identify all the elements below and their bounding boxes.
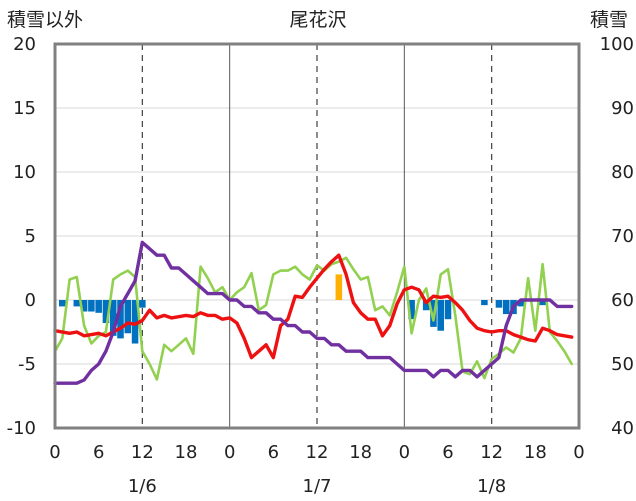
right-y-tick-label: 50	[611, 354, 634, 375]
left-y-tick-label: 15	[13, 98, 36, 119]
x-tick-label: 0	[49, 442, 60, 463]
precip-bar	[139, 300, 146, 308]
right-y-tick-label: 40	[611, 418, 634, 439]
precip-bar	[102, 300, 110, 324]
precip-bar	[95, 300, 102, 313]
x-tick-label: 18	[349, 442, 372, 463]
left-axis-title: 積雪以外	[7, 9, 83, 31]
x-tick-label: 0	[573, 442, 584, 463]
precip-bar	[502, 300, 510, 315]
chart-title: 尾花沢	[289, 9, 346, 31]
date-label: 1/8	[477, 476, 506, 497]
left-y-tick-label: 10	[13, 162, 36, 183]
precip-bar	[539, 300, 546, 306]
series-line-purple	[53, 240, 574, 385]
left-y-tick-label: 20	[13, 34, 36, 55]
plot-frame	[53, 42, 581, 430]
right-y-tick-label: 90	[611, 98, 634, 119]
precip-bar	[88, 300, 95, 312]
series-line-green	[53, 256, 574, 381]
precipitation-bars	[59, 274, 546, 344]
series-lines	[53, 240, 574, 385]
date-label: 1/7	[303, 476, 332, 497]
x-tick-label: 12	[306, 442, 329, 463]
precip-bar	[80, 300, 88, 312]
left-y-tick-label: -5	[18, 354, 36, 375]
precip-bar	[335, 274, 343, 300]
precip-bar	[73, 300, 81, 307]
right-y-tick-label: 70	[611, 226, 634, 247]
x-tick-label: 6	[268, 442, 279, 463]
left-y-tick-label: 0	[25, 290, 36, 311]
right-axis-title: 積雪	[590, 9, 628, 31]
precip-bar	[481, 300, 488, 306]
right-y-tick-label: 80	[611, 162, 634, 183]
precip-bar	[59, 300, 66, 307]
x-tick-label: 0	[399, 442, 410, 463]
x-tick-label: 18	[524, 442, 547, 463]
precip-bar	[422, 300, 430, 311]
x-tick-label: 12	[131, 442, 154, 463]
precip-bar	[109, 300, 117, 336]
precip-bar	[131, 300, 139, 344]
right-y-tick-label: 100	[600, 34, 634, 55]
precip-bar	[117, 300, 124, 339]
series-line-red	[53, 253, 574, 360]
x-tick-label: 12	[480, 442, 503, 463]
precip-bar	[408, 300, 415, 320]
plot-border	[53, 42, 581, 430]
left-y-tick-label: -10	[7, 418, 36, 439]
precip-bar	[124, 300, 132, 334]
x-tick-label: 18	[175, 442, 198, 463]
precip-bar	[517, 300, 525, 307]
date-label: 1/6	[128, 476, 157, 497]
precip-bar	[437, 300, 444, 331]
precip-bar	[495, 300, 503, 308]
grid-lines	[55, 43, 579, 429]
x-tick-label: 0	[224, 442, 235, 463]
left-y-tick-label: 5	[25, 226, 36, 247]
precip-bar	[444, 300, 452, 320]
x-tick-label: 6	[442, 442, 453, 463]
right-y-tick-label: 60	[611, 290, 634, 311]
x-tick-label: 6	[93, 442, 104, 463]
